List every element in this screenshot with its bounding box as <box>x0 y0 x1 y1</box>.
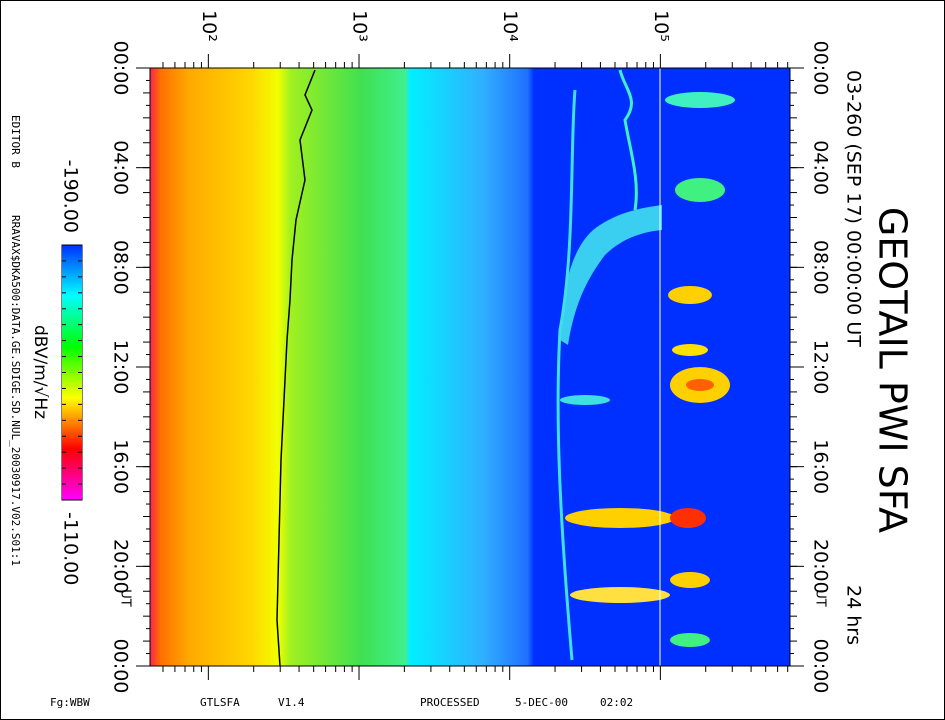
cutoff-line <box>276 69 316 667</box>
duration-label: 24 hrs <box>843 585 865 645</box>
y-tick-label: 10² <box>198 10 220 42</box>
x-tick-label: 12:00 <box>110 340 132 395</box>
chart-subtitle: 03-260 (SEP 17) 00:00:00 UT <box>843 70 865 347</box>
colorbar-tick-label: -190.00 <box>60 160 82 233</box>
x-tick-label: 00:00 <box>810 639 832 694</box>
chart-title: GEOTAIL PWI SFA <box>871 207 915 533</box>
colorbar-label: dBV/m/√Hz <box>30 325 50 419</box>
footer-text: GTLSFA <box>200 696 240 709</box>
colorbar <box>62 245 82 500</box>
y-tick-label: 10⁵ <box>650 10 672 42</box>
x-tick-label: 04:00 <box>810 140 832 195</box>
x-tick-label: 16:00 <box>810 439 832 494</box>
emission-patches <box>560 92 735 647</box>
footer-text: Fg:WBW <box>50 696 90 709</box>
x-tick-label: 00:00 <box>110 41 132 96</box>
footer: Fg:WBW GTLSFA V1.4 PROCESSED 5-DEC-00 02… <box>50 696 633 709</box>
emission-line <box>618 69 638 211</box>
x-tick-label: 12:00 <box>810 340 832 395</box>
emission-line <box>556 89 577 661</box>
x-tick-label: 00:00 <box>810 41 832 96</box>
spectrogram-background <box>150 68 790 666</box>
editor-label: EDITOR B <box>9 115 22 168</box>
x-tick-label: 20:00 <box>810 539 832 594</box>
x-unit-label: UT <box>118 589 133 607</box>
footer-text: V1.4 <box>278 696 305 709</box>
x-tick-label: 16:00 <box>110 439 132 494</box>
emission-arc <box>560 205 662 345</box>
x-tick-label: 08:00 <box>110 240 132 295</box>
colorbar-tick-label: -110.00 <box>60 512 82 585</box>
y-tick-label: 10³ <box>349 10 371 42</box>
x-tick-label: 04:00 <box>110 140 132 195</box>
source-label: RRAVAX$DKA500:DATA.GE.SDIGE.SD.NUL_20030… <box>9 215 22 566</box>
x-tick-label: 20:00 <box>110 539 132 594</box>
x-unit-label: UT <box>813 589 828 607</box>
x-tick-label: 00:00 <box>110 639 132 694</box>
footer-text: 5-DEC-00 <box>515 696 568 709</box>
y-tick-label: 10⁴ <box>499 10 521 42</box>
spectrogram <box>150 68 790 667</box>
x-tick-label: 08:00 <box>810 240 832 295</box>
footer-text: 02:02 <box>600 696 633 709</box>
footer-text: PROCESSED <box>420 696 480 709</box>
rotated-frame: GEOTAIL PWI SFA 03-260 (SEP 17) 00:00:00… <box>9 10 915 693</box>
